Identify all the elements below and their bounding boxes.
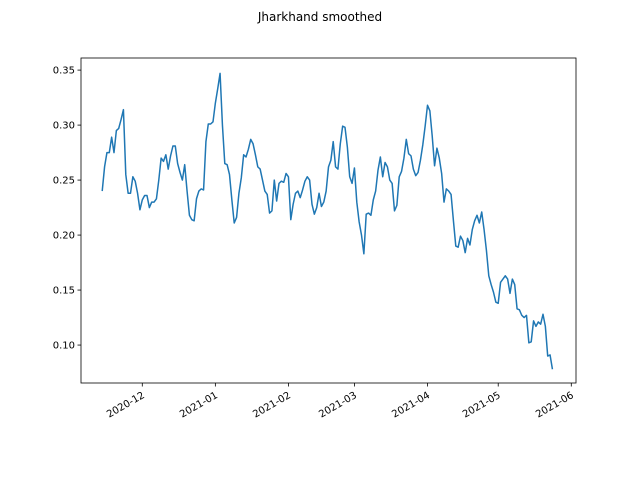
x-tick-label: 2021-05: [461, 390, 503, 420]
x-tick-label: 2021-04: [390, 390, 432, 420]
y-tick-label: 0.15: [53, 286, 75, 297]
x-tick-label: 2021-06: [534, 390, 576, 420]
x-tick-label: 2021-02: [251, 390, 293, 420]
x-tick-label: 2021-03: [317, 390, 359, 420]
y-tick-label: 0.20: [53, 231, 75, 242]
y-tick-label: 0.25: [53, 176, 75, 187]
y-tick-label: 0.35: [53, 66, 75, 77]
y-tick-label: 0.30: [53, 121, 75, 132]
x-tick-label: 2020-12: [105, 390, 147, 420]
plot-frame: [80, 57, 577, 384]
line-series: [101, 72, 554, 370]
x-tick-label: 2021-01: [178, 390, 220, 420]
chart-title: Jharkhand smoothed: [257, 10, 382, 24]
y-tick-label: 0.10: [53, 341, 75, 352]
